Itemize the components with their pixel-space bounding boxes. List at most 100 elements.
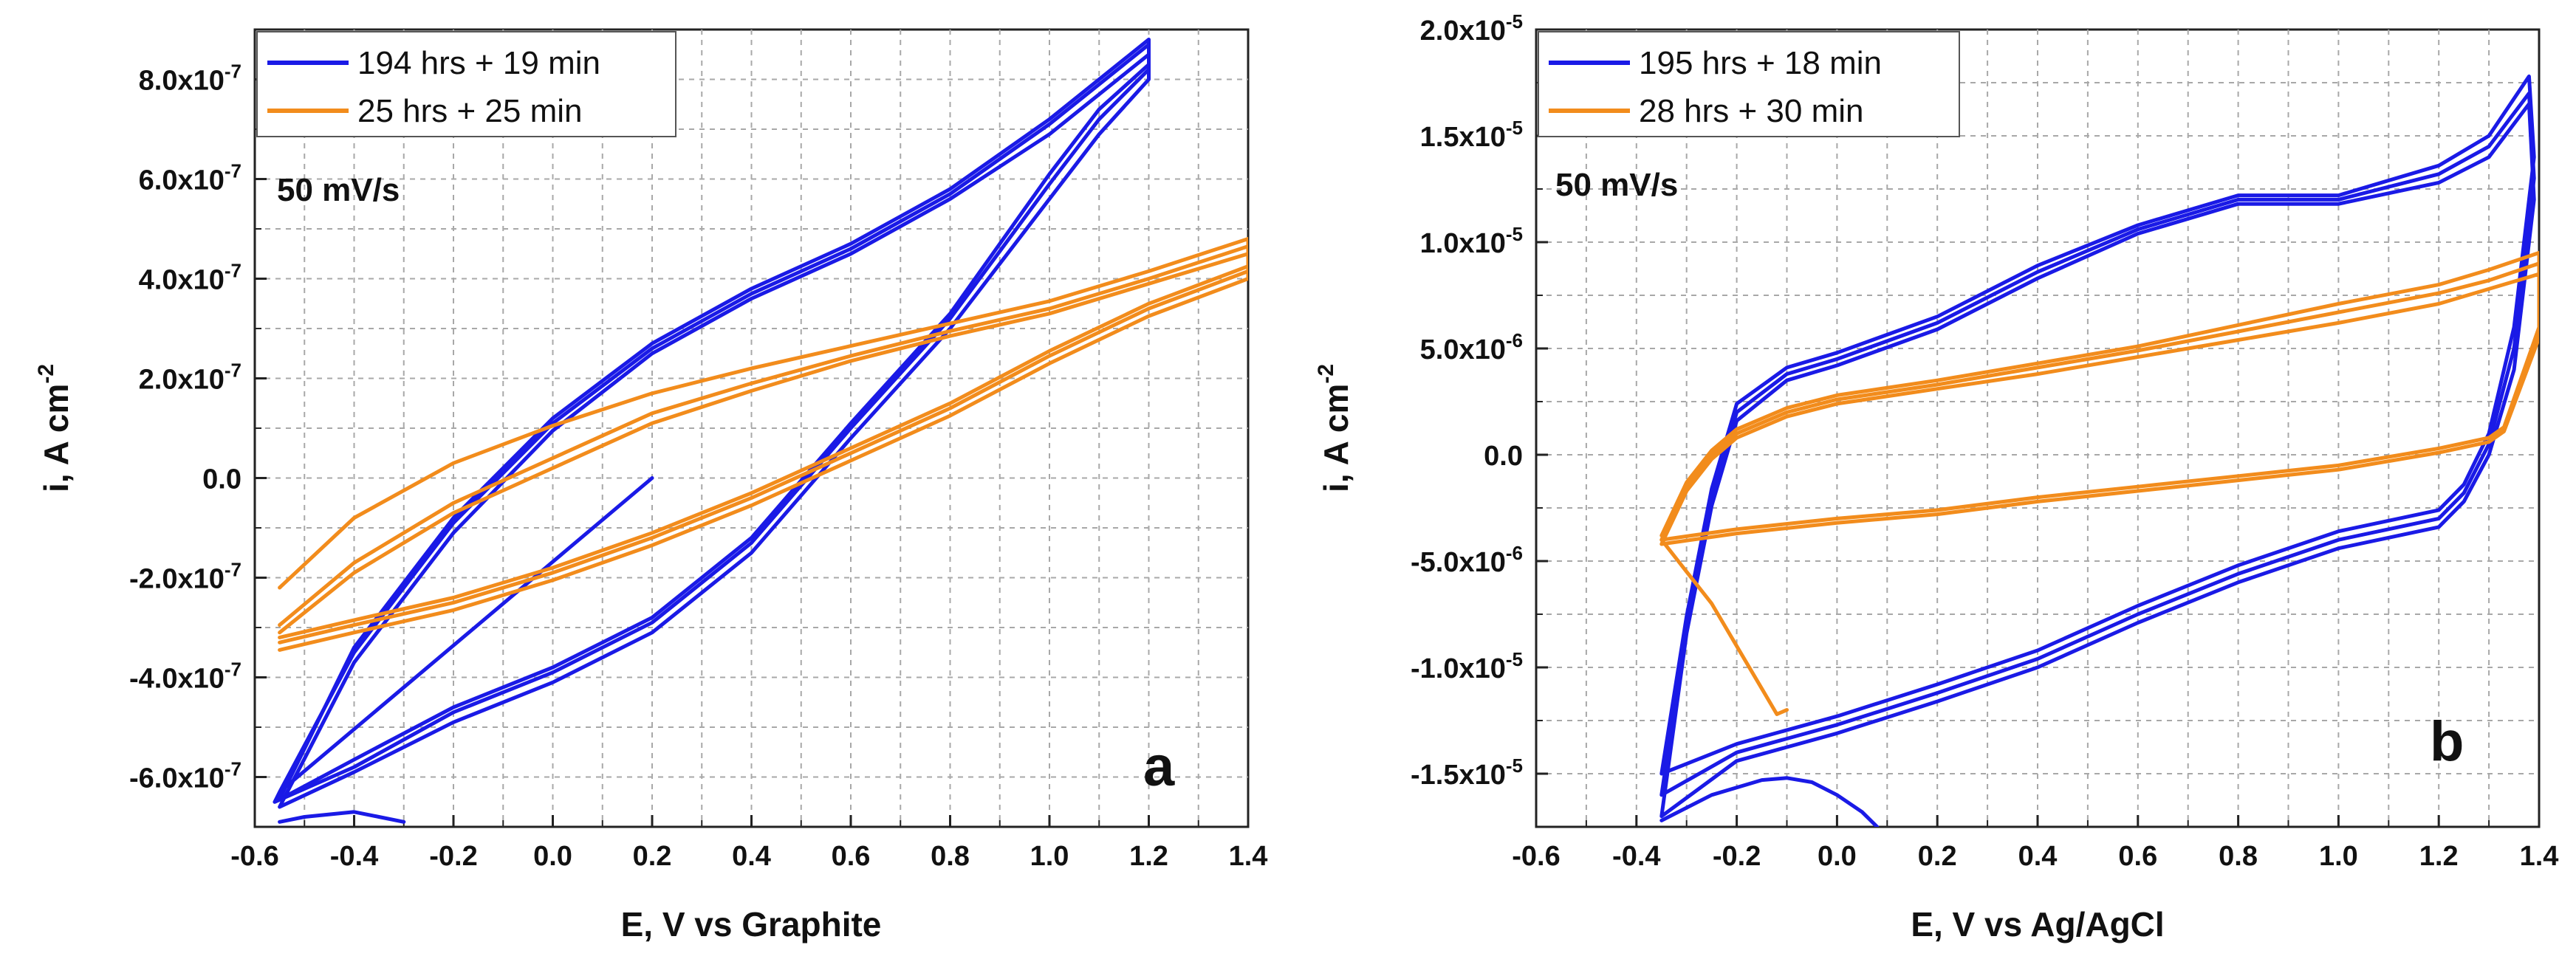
panel-a-ytick-label: -6.0x10-7 [129, 758, 242, 794]
panel-a-series-2-cycle-2 [278, 252, 1248, 652]
panel-b-series-1-cycle-2 [1659, 74, 2536, 776]
panel-a-ytick-label-exp: -7 [225, 61, 242, 83]
panel-b-xtick-label: 0.2 [1918, 841, 1957, 872]
panel-a-ytick-label-exp: -7 [225, 260, 242, 282]
panel-a-xtick-label: 1.4 [1229, 841, 1268, 872]
panel-b-ytick-label: -1.0x10-5 [1411, 648, 1523, 684]
panel-b-letter: b [2430, 710, 2464, 773]
panel-b-xlabel: E, V vs Ag/AgCl [1911, 905, 2164, 943]
panel-a-xtick-label: 1.2 [1129, 841, 1168, 872]
panel-b-ytick-label: -1.5x10-5 [1411, 755, 1523, 791]
panel-b-ytick-label-exp: -5 [1506, 10, 1523, 32]
panel-b-ytick-label: 2.0x10-5 [1420, 10, 1523, 47]
panel-b-ylabel-sup: -2 [1314, 364, 1338, 384]
panel-b: -0.6 -0.4 -0.2 0.0 0.2 0.4 0.6 0.8 1.0 1.2 1.4 -1.5… [1314, 10, 2558, 943]
panel-a-ytick-label-base: -6.0x10 [129, 763, 225, 794]
panel-a-series-1-cycle-4 [278, 810, 406, 824]
panel-a-ytick-label-exp: -7 [225, 360, 242, 382]
panel-b-ytick-label: 5.0x10-6 [1420, 329, 1523, 365]
panel-b-xtick-label: 0.4 [2018, 841, 2058, 872]
panel-b-ytick-label-exp: -6 [1506, 542, 1523, 564]
panel-b-ylabel-main: i, A cm [1317, 384, 1355, 492]
panel-a-xtick-label: 0.2 [633, 841, 672, 872]
panel-b-series-1-cycle-3 [1659, 102, 2536, 819]
panel-b-ylabel: i, A cm-2 [1314, 364, 1355, 492]
panel-a-xtick-label: 1.0 [1030, 841, 1069, 872]
panel-b-series-1-cycle-1 [1659, 91, 2536, 797]
panel-a-ytick-label-exp: -7 [225, 758, 242, 780]
panel-b-ytick-label-base: 2.0x10 [1420, 16, 1506, 47]
panel-b-scan-rate-annotation: 50 mV/s [1555, 167, 1678, 203]
panel-a-curves [273, 38, 1248, 824]
panel-a-series-1-cycle-2 [278, 52, 1151, 809]
panel-a-series-1-cycle-3 [278, 38, 1151, 802]
panel-a-ytick-label: 0.0 [202, 464, 242, 495]
panel-a-ylabel-sup: -2 [34, 364, 58, 384]
panel-a-ytick-label: 4.0x10-7 [139, 260, 242, 296]
panel-b-series-2-cycle-3 [1659, 250, 2539, 537]
panel-b-ytick-label-base: 1.5x10 [1420, 122, 1506, 153]
panel-b-ticks [1535, 28, 2541, 827]
panel-b-series-2-cycle-1 [1659, 261, 2539, 542]
panel-b-legend: 195 hrs + 18 min 28 hrs + 30 min [1538, 31, 1960, 137]
panel-a-ytick-label: 2.0x10-7 [139, 360, 242, 396]
panel-a-ytick-label: 6.0x10-7 [139, 160, 242, 196]
panel-b-curves [1659, 74, 2539, 827]
panel-a-xtick-label: -0.4 [330, 841, 378, 872]
panel-a-ytick-label-base: -2.0x10 [129, 564, 225, 595]
panel-b-series-2-cycle-4 [1659, 537, 1789, 716]
panel-b-xtick-label: 1.2 [2419, 841, 2459, 872]
panel-b-ytick-label-exp: -5 [1506, 117, 1523, 139]
panel-b-ytick-label-exp: -6 [1506, 329, 1523, 351]
panel-b-xtick-label: 0.6 [2118, 841, 2157, 872]
panel-b-legend-label-1: 195 hrs + 18 min [1639, 45, 1882, 81]
panel-a-xtick-label: -0.6 [230, 841, 278, 872]
panel-a-ytick-label: -2.0x10-7 [129, 559, 242, 595]
panel-b-ytick-label: 0.0 [1484, 441, 1523, 472]
panel-b-ytick-label-base: 5.0x10 [1420, 334, 1506, 365]
panel-b-legend-label-2: 28 hrs + 30 min [1639, 93, 1864, 129]
panel-b-ytick-label: 1.5x10-5 [1420, 117, 1523, 153]
panel-a-ytick-label: -4.0x10-7 [129, 659, 242, 695]
panel-a-ylabel: i, A cm-2 [34, 364, 75, 492]
panel-a-xtick-label: 0.0 [533, 841, 572, 872]
panel-a-grid [255, 30, 1248, 827]
panel-a: -0.6 -0.4 -0.2 0.0 0.2 0.4 0.6 0.8 1.0 1.2 1.4 -6.0… [34, 28, 1267, 943]
panel-b-series-1-cycle-4 [1659, 776, 1880, 827]
panel-b-legend-box [1538, 31, 1960, 137]
panel-a-series-2-cycle-1 [278, 237, 1248, 645]
panel-b-xtick-label: -0.6 [1512, 841, 1560, 872]
panel-a-legend: 194 hrs + 19 min 25 hrs + 25 min [256, 31, 676, 137]
panel-a-ytick-label-base: 2.0x10 [139, 365, 225, 396]
panel-a-ytick-label-exp: -7 [225, 160, 242, 182]
panel-b-ytick-label: 1.0x10-5 [1420, 223, 1523, 259]
panel-b-ytick-label: -5.0x10-6 [1411, 542, 1523, 578]
panel-a-series-2-cycle-3 [278, 244, 1248, 639]
panel-b-series-2-cycle-2 [1659, 272, 2539, 546]
panel-a-ytick-label-base: 6.0x10 [139, 165, 225, 196]
panel-b-ytick-label-base: 1.0x10 [1420, 228, 1506, 259]
panel-a-xtick-label: 0.6 [832, 841, 871, 872]
panel-a-letter: a [1143, 735, 1175, 798]
panel-a-xtick-label: 0.4 [732, 841, 771, 872]
panel-a-legend-label-1: 194 hrs + 19 min [357, 45, 600, 81]
panel-b-xtick-label: 0.8 [2219, 841, 2258, 872]
panel-a-legend-box [256, 31, 676, 137]
panel-b-xtick-label: 1.0 [2319, 841, 2358, 872]
panel-b-tick-labels: -0.6 -0.4 -0.2 0.0 0.2 0.4 0.6 0.8 1.0 1.2 1.4 -1.5… [1411, 10, 2558, 872]
panel-a-ytick-label-base: 4.0x10 [139, 265, 225, 296]
panel-b-ytick-label-base: -5.0x10 [1411, 547, 1506, 578]
panel-b-ytick-label-exp: -5 [1506, 223, 1523, 245]
panel-b-frame [1535, 28, 2541, 828]
panel-a-ytick-label: 8.0x10-7 [139, 61, 242, 97]
panel-a-ytick-label-base: 8.0x10 [139, 66, 225, 97]
panel-b-xtick-label: 0.0 [1818, 841, 1857, 872]
panel-b-ytick-label-base: -1.0x10 [1411, 653, 1506, 684]
panel-a-xlabel: E, V vs Graphite [621, 905, 882, 943]
panel-a-ytick-label-exp: -7 [225, 559, 242, 581]
panel-b-ytick-label-exp: -5 [1506, 648, 1523, 670]
panel-b-ytick-label-base: -1.5x10 [1411, 760, 1506, 791]
panel-a-tick-labels: -0.6 -0.4 -0.2 0.0 0.2 0.4 0.6 0.8 1.0 1.2 1.4 -6.0… [129, 61, 1267, 873]
panel-a-scan-rate-annotation: 50 mV/s [277, 172, 400, 208]
